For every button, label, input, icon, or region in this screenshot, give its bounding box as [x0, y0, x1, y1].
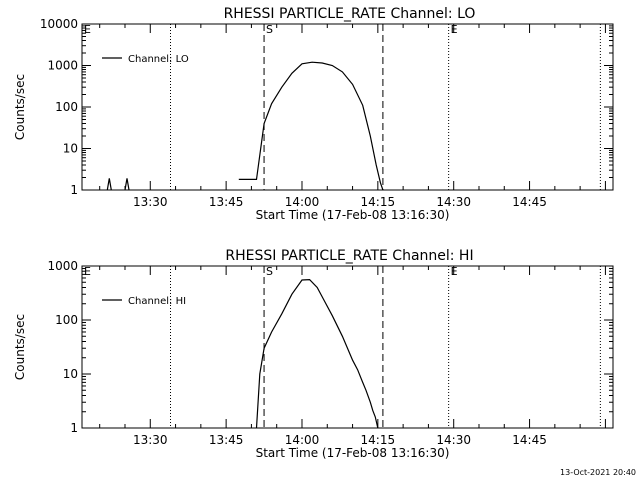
chart2-title: RHESSI PARTICLE_RATE Channel: HI — [225, 248, 473, 264]
chart1-marker-label-3: S — [266, 23, 273, 36]
chart2-xtick-label-1: 13:30 — [133, 433, 168, 447]
chart2-xtick-label-6: 14:45 — [512, 433, 547, 447]
chart1-ytick-label-3: 100 — [55, 100, 78, 114]
chart1-series-1-line-segment-3 — [238, 61, 384, 191]
chart2-ytick-label-4: 1000 — [47, 259, 78, 273]
chart1-title: RHESSI PARTICLE_RATE Channel: LO — [224, 6, 476, 22]
chart2-marker-label-3: S — [266, 265, 273, 278]
chart2-xtick-label-5: 14:30 — [436, 433, 471, 447]
chart1-series-1-line-segment-2 — [124, 178, 130, 191]
chart1-xtick-label-3: 14:00 — [285, 195, 320, 209]
chart2-ytick-label-3: 100 — [55, 313, 78, 327]
chart1-marker-label-1: E — [84, 23, 91, 36]
chart1-series-1-line-segment-1 — [106, 178, 112, 191]
chart1-ytick-label-2: 10 — [63, 142, 78, 156]
chart1-x-axis-label: Start Time (17-Feb-08 13:16:30) — [256, 208, 450, 222]
chart2-ytick-label-2: 10 — [63, 367, 78, 381]
chart2-xtick-label-4: 14:15 — [361, 433, 396, 447]
chart1-ytick-label-5: 10000 — [40, 17, 78, 31]
chart2-series-1-line-segment-1 — [255, 278, 379, 429]
chart1-xtick-label-5: 14:30 — [436, 195, 471, 209]
chart1-xtick-label-6: 14:45 — [512, 195, 547, 209]
chart1-y-axis-label: Counts/sec — [13, 74, 27, 140]
chart1-ytick-label-4: 1000 — [47, 59, 78, 73]
chart1-xtick-label-4: 14:15 — [361, 195, 396, 209]
chart2-xtick-label-3: 14:00 — [285, 433, 320, 447]
chart1-legend-label: Channel: LO — [128, 54, 189, 65]
chart2-y-axis-label: Counts/sec — [13, 314, 27, 380]
chart1-xtick-label-1: 13:30 — [133, 195, 168, 209]
chart2-ytick-label-1: 1 — [70, 421, 78, 435]
chart1-ytick-label-1: 1 — [70, 183, 78, 197]
chart2-legend-label: Channel: HI — [128, 296, 186, 307]
chart2-x-axis-label: Start Time (17-Feb-08 13:16:30) — [256, 446, 450, 460]
chart2-marker-label-1: E — [84, 265, 91, 278]
chart1-xtick-label-2: 13:45 — [209, 195, 244, 209]
chart1-plot-frame — [81, 23, 614, 191]
chart2-xtick-label-2: 13:45 — [209, 433, 244, 447]
